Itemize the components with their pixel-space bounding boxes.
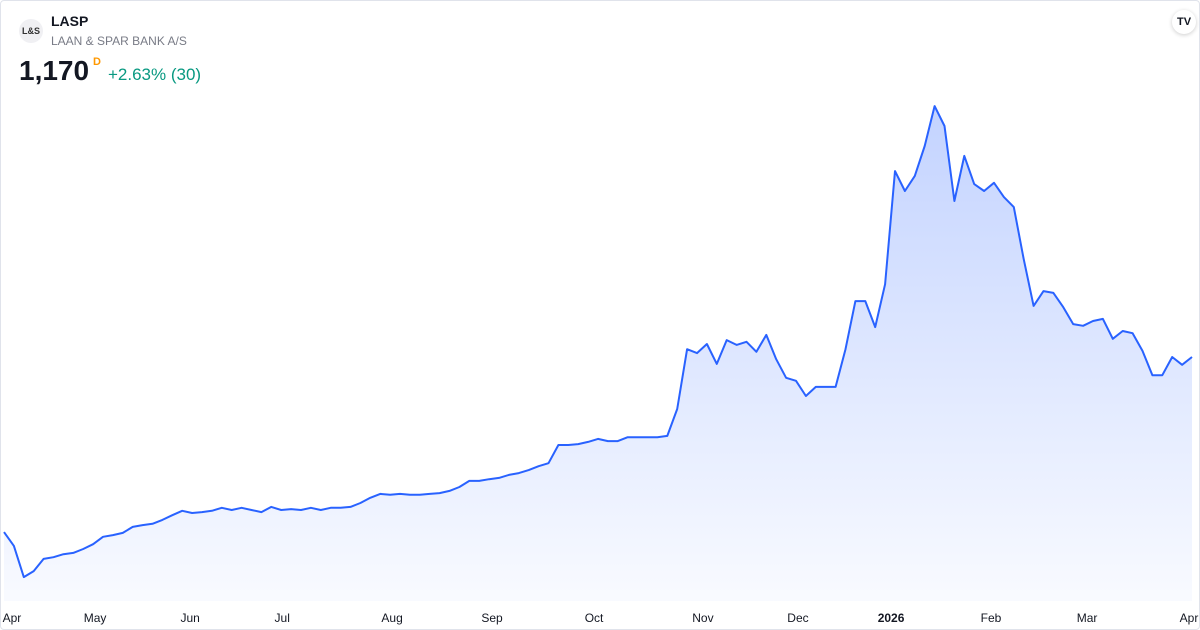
x-tick-label: 2026 bbox=[878, 611, 905, 625]
x-tick-label: Jun bbox=[180, 611, 199, 625]
price: 1,170 bbox=[19, 55, 90, 86]
x-tick-label: Apr bbox=[3, 611, 22, 625]
x-tick-label: Dec bbox=[787, 611, 808, 625]
area-fill bbox=[4, 106, 1192, 601]
x-tick-label: Oct bbox=[585, 611, 604, 625]
x-tick-label: May bbox=[84, 611, 107, 625]
x-tick-label: Jul bbox=[275, 611, 290, 625]
interval: D bbox=[93, 56, 101, 68]
change: +2.63% (30) bbox=[108, 65, 202, 84]
x-tick-label: Feb bbox=[981, 611, 1002, 625]
brand-logo[interactable]: TV bbox=[1172, 10, 1196, 34]
x-tick-label: Nov bbox=[692, 611, 713, 625]
x-tick-label: Apr bbox=[1180, 611, 1199, 625]
x-tick-label: Aug bbox=[381, 611, 402, 625]
x-tick-label: Sep bbox=[481, 611, 503, 625]
company-name: LAAN & SPAR BANK A/S bbox=[51, 34, 187, 48]
symbol[interactable]: LASP bbox=[51, 13, 89, 29]
logo: L&S bbox=[19, 19, 43, 43]
price-line bbox=[3, 105, 1193, 579]
x-tick-label: Mar bbox=[1077, 611, 1098, 625]
